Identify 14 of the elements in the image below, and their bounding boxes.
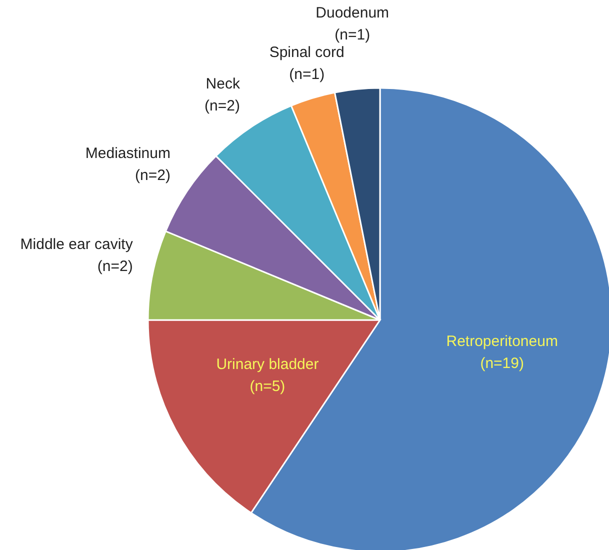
slice-label: Spinal cord	[269, 44, 344, 61]
slice-label: Middle ear cavity	[20, 236, 134, 253]
data-label: (n=2)	[204, 97, 240, 114]
data-label: (n=1)	[334, 26, 370, 44]
data-label: (n=19)	[480, 355, 524, 372]
data-label: (n=5)	[250, 378, 286, 396]
data-label: (n=2)	[97, 258, 133, 275]
slice-label: Neck	[206, 75, 240, 92]
data-label: (n=2)	[135, 166, 170, 184]
slice-label: Duodenum	[316, 4, 390, 22]
data-label: (n=1)	[289, 66, 325, 83]
slice-label: Urinary bladder	[216, 356, 319, 374]
slice-label: Mediastinum	[85, 144, 170, 162]
slice-label: Retroperitoneum	[446, 333, 558, 350]
